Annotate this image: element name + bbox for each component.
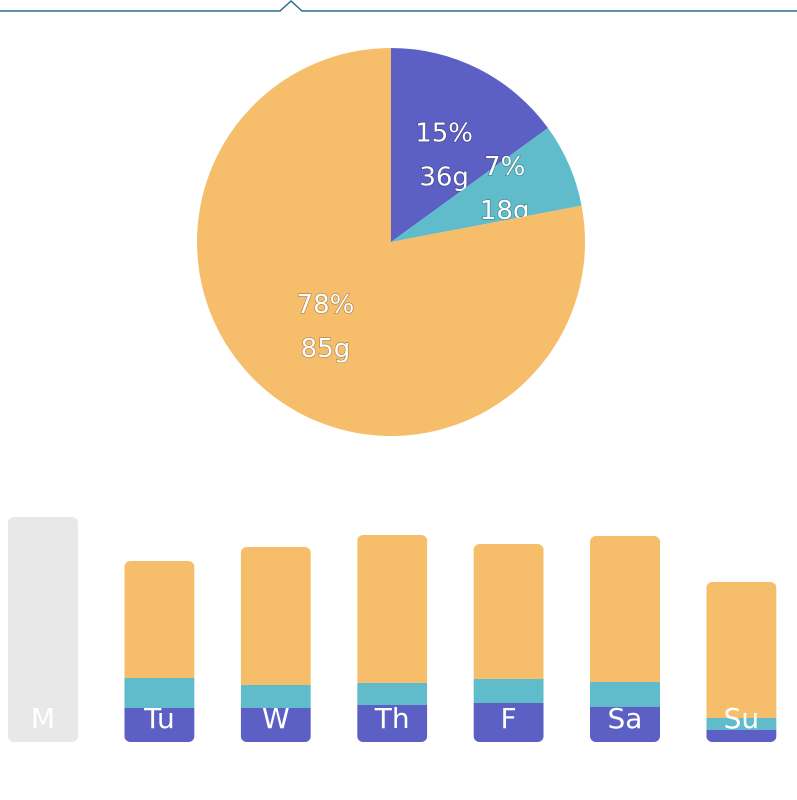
day-bar-f[interactable]: F [473,544,544,742]
pie-percent-label: 15% [415,118,473,148]
pie-slice [391,48,548,242]
pie-grams-label: 36g [419,162,469,192]
day-label: Th [374,702,410,735]
day-bar-tu[interactable]: Tu [124,561,195,742]
pie-grams-label: 85g [301,334,351,364]
day-bar-w[interactable]: W [240,547,311,742]
bar-segment-fat [706,718,777,730]
day-bar-th[interactable]: Th [357,535,428,742]
day-label: M [31,702,55,735]
day-label: F [501,702,517,735]
day-bar-su[interactable]: Su [706,582,777,742]
header-divider [0,0,797,12]
bar-segment-carbs [124,561,195,678]
bar-segment-fat [590,682,660,707]
pie-slice [391,127,582,242]
bar-segment-carbs [240,547,311,685]
bar-segment-carbs [473,544,544,679]
bar-segment-fat [473,679,544,703]
bar-segment-fat [240,685,311,708]
day-bar-m[interactable]: M [8,517,78,742]
bar-segment-protein [357,705,428,742]
bar-segment-protein [473,703,544,742]
pie-percent-label: 78% [297,290,355,320]
bar-segment-carbs [706,582,777,718]
bar-segment-carbs [357,535,428,683]
day-label: Sa [608,702,643,735]
bar-segment-protein [124,708,195,742]
bar-segment-fat [357,683,428,705]
bar-segment-protein [706,730,777,742]
day-label: W [262,702,290,735]
header-pointer [0,0,797,12]
day-bar-sa[interactable]: Sa [590,536,660,742]
day-label: Tu [143,702,175,735]
pie-slice [196,48,585,437]
bar-segment-inactive [8,517,78,742]
bar-segment-fat [124,678,195,708]
bar-segment-protein [240,708,311,742]
day-label: Su [724,702,760,735]
bar-segment-protein [590,707,660,742]
pie-percent-label: 7% [484,152,525,182]
weekly-bar-chart: M Tu W Th F Sa Su [8,517,777,742]
bar-segment-carbs [590,536,660,682]
